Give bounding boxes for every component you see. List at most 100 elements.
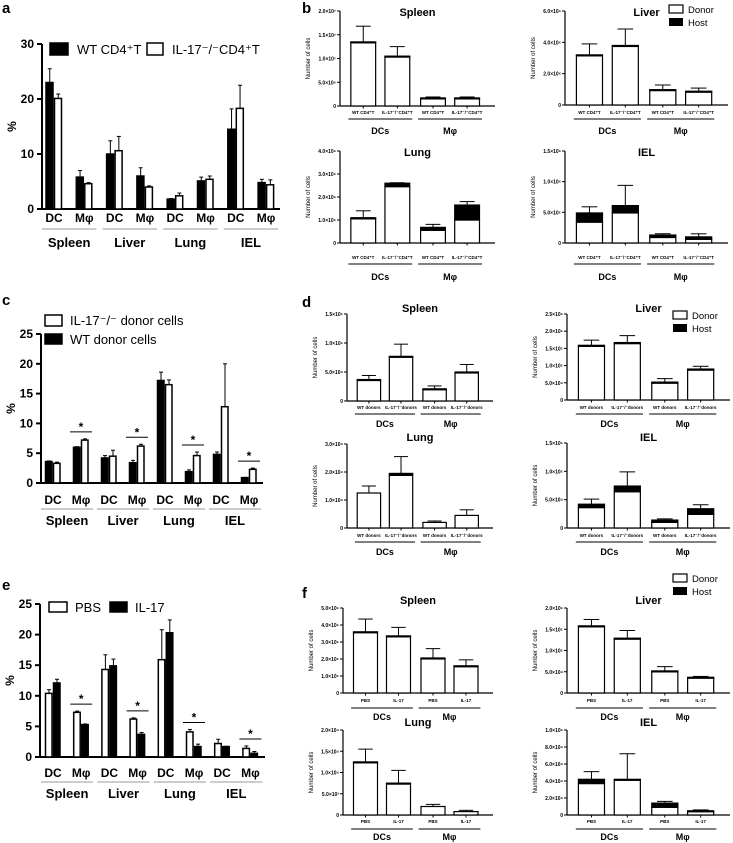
cell-type-label: DC <box>212 493 230 507</box>
bar-host <box>611 204 639 214</box>
bar-1 <box>193 745 202 758</box>
bar-1 <box>84 182 93 210</box>
group-label: Mφ <box>676 547 690 557</box>
y-tick-label: 2.0×10⁶ <box>318 195 336 201</box>
bar-donor <box>613 491 641 529</box>
x-category-label: IL-17⁻/⁻CD4⁺T <box>452 255 483 260</box>
cell-type-label: Mφ <box>75 211 94 225</box>
y-tick-label: 0 <box>558 103 561 109</box>
bar-0 <box>128 461 137 484</box>
legend-label: Donor <box>692 311 718 322</box>
cell-type-label: Mφ <box>240 493 259 507</box>
x-category-label: PBS <box>660 819 669 824</box>
bar-0 <box>75 176 85 210</box>
y-tick-label: 0 <box>26 476 33 490</box>
bar-donor <box>651 382 679 401</box>
bar-0 <box>185 731 194 758</box>
bar-donor <box>651 521 679 529</box>
x-category-label: IL-17⁻/⁻CD4⁺T <box>610 255 641 260</box>
legend-swatch <box>44 314 63 327</box>
bar-1 <box>174 195 184 210</box>
x-category-label: PBS <box>428 819 437 824</box>
bar-host <box>651 519 679 523</box>
y-axis-label: % <box>4 403 18 414</box>
chart-title: IEL <box>640 432 657 444</box>
bar-0 <box>105 153 115 210</box>
bar-host <box>687 676 715 679</box>
y-tick-label: 0 <box>333 104 336 110</box>
group-label: Mφ <box>676 419 690 429</box>
bar-0 <box>72 446 81 484</box>
significance-star: * <box>135 425 140 439</box>
legend-swatch-host <box>673 587 687 595</box>
cell-type-label: Mφ <box>196 211 215 225</box>
legend-swatch <box>109 601 128 613</box>
y-tick-label: 15 <box>19 658 33 672</box>
x-category-label: PBS <box>587 819 596 824</box>
organ-label: Lung <box>164 786 196 801</box>
bar-1 <box>114 149 123 210</box>
chart-b-liver <box>562 10 728 120</box>
x-category-label: WT donors <box>423 533 447 538</box>
bar-donor <box>422 388 447 402</box>
bar-host <box>420 226 447 231</box>
bar-donor <box>385 635 412 694</box>
y-tick-label: 2.5×10⁵ <box>545 312 563 318</box>
bar-0 <box>212 453 221 484</box>
group-label: DCs <box>376 419 394 429</box>
y-tick-label: 0 <box>336 813 339 819</box>
x-category-label: IL-17 <box>393 819 404 824</box>
y-tick-label: 1.5×10⁵ <box>325 312 343 318</box>
significance-star: * <box>247 449 252 463</box>
bar-donor <box>420 805 446 816</box>
bar-host <box>356 378 382 382</box>
y-tick-label: 5.0×10⁴ <box>545 498 563 504</box>
y-tick-label: 1.5×10⁵ <box>545 627 563 633</box>
significance-star: * <box>191 433 196 447</box>
x-category-label: WT donors <box>357 533 381 538</box>
bar-host <box>453 665 479 668</box>
legend-swatch <box>48 601 68 613</box>
organ-label: Spleen <box>46 513 89 528</box>
x-category-label: IL-17 <box>461 698 472 703</box>
organ-label: Liver <box>114 235 145 250</box>
bar-0 <box>227 128 236 210</box>
bar-0 <box>242 747 251 758</box>
bar-host <box>687 508 715 516</box>
y-tick-label: 0 <box>25 750 32 764</box>
chart-a <box>37 42 280 230</box>
y-tick-label: 0 <box>340 399 343 405</box>
bar-donor <box>453 810 479 816</box>
bar-0 <box>157 658 166 758</box>
x-category-label: WT donors <box>423 405 447 410</box>
bar-donor <box>388 356 414 402</box>
y-axis-label: Number of cells <box>306 38 312 80</box>
bar-host <box>613 341 641 345</box>
cell-type-label: Mφ <box>136 211 155 225</box>
bar-host <box>385 635 412 638</box>
bar-1 <box>80 723 89 758</box>
chart-e <box>35 601 265 783</box>
legend-label: Host <box>692 324 712 335</box>
bar-donor <box>577 507 606 529</box>
cell-type-label: DC <box>45 211 63 225</box>
y-tick-label: 1.0×10⁵ <box>325 341 343 347</box>
legend-swatch-donor <box>668 4 684 14</box>
bar-1 <box>248 468 257 484</box>
y-tick-label: 15 <box>20 387 34 401</box>
bar-host <box>685 236 713 240</box>
x-category-label: IL-17⁻/⁻donors <box>611 533 643 538</box>
bar-host <box>350 217 377 220</box>
chart-title: Liver <box>635 303 662 315</box>
bar-donor <box>454 514 480 529</box>
y-tick-label: 5 <box>26 446 33 460</box>
cell-type-label: Mφ <box>184 493 203 507</box>
y-tick-label: 1.0×10⁵ <box>545 728 563 734</box>
bar-1 <box>137 733 146 758</box>
significance-star: * <box>248 727 253 741</box>
bar-1 <box>136 445 145 484</box>
chart-b-lung <box>337 150 495 265</box>
bar-host <box>454 97 481 100</box>
